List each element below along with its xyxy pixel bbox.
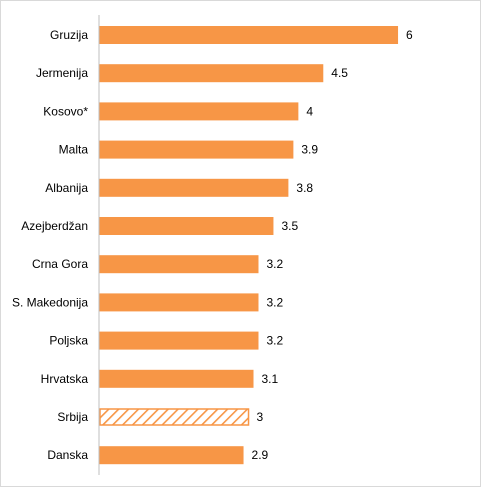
bar-poljska (99, 331, 259, 350)
value-label: 3.5 (281, 219, 298, 233)
category-label: Crna Gora (32, 257, 88, 271)
category-label: Azejberdžan (21, 219, 88, 233)
value-label: 3.2 (266, 257, 283, 271)
category-label: Srbija (57, 410, 88, 424)
category-label: Malta (59, 143, 89, 157)
bar-srbija (99, 408, 250, 426)
category-label: Albanija (45, 181, 88, 195)
category-label: Poljska (49, 334, 88, 348)
value-label: 4 (306, 104, 313, 118)
bar-gruzija (99, 26, 399, 44)
bar-hrvatska (99, 369, 254, 388)
value-label: 3 (257, 410, 264, 424)
category-label: Kosovo* (43, 104, 88, 118)
bar-azejberd-an (99, 217, 274, 235)
bar-albanija (99, 178, 289, 197)
category-label: Hrvatska (41, 372, 89, 386)
value-label: 3.2 (266, 334, 283, 348)
bar-malta (99, 140, 294, 159)
bar-crna-gora (99, 255, 259, 274)
value-label: 3.9 (301, 143, 318, 157)
category-label: Gruzija (50, 28, 88, 42)
value-label: 3.8 (296, 181, 313, 195)
value-label: 6 (406, 28, 413, 42)
bar-kosovo (99, 102, 299, 121)
bar-s-makedonija (99, 293, 259, 312)
category-label: S. Makedonija (12, 295, 88, 309)
bar-danska (99, 446, 244, 465)
category-label: Danska (47, 448, 88, 462)
value-label: 4.5 (331, 66, 348, 80)
plot-area: Gruzija 6 Jermenija 4.5 Kosovo* 4 Malta 3.9 Alba… (12, 15, 413, 475)
value-label: 2.9 (252, 448, 269, 462)
value-label: 3.2 (266, 295, 283, 309)
bar-jermenija (99, 64, 324, 83)
value-label: 3.1 (262, 372, 279, 386)
category-label: Jermenija (36, 66, 88, 80)
